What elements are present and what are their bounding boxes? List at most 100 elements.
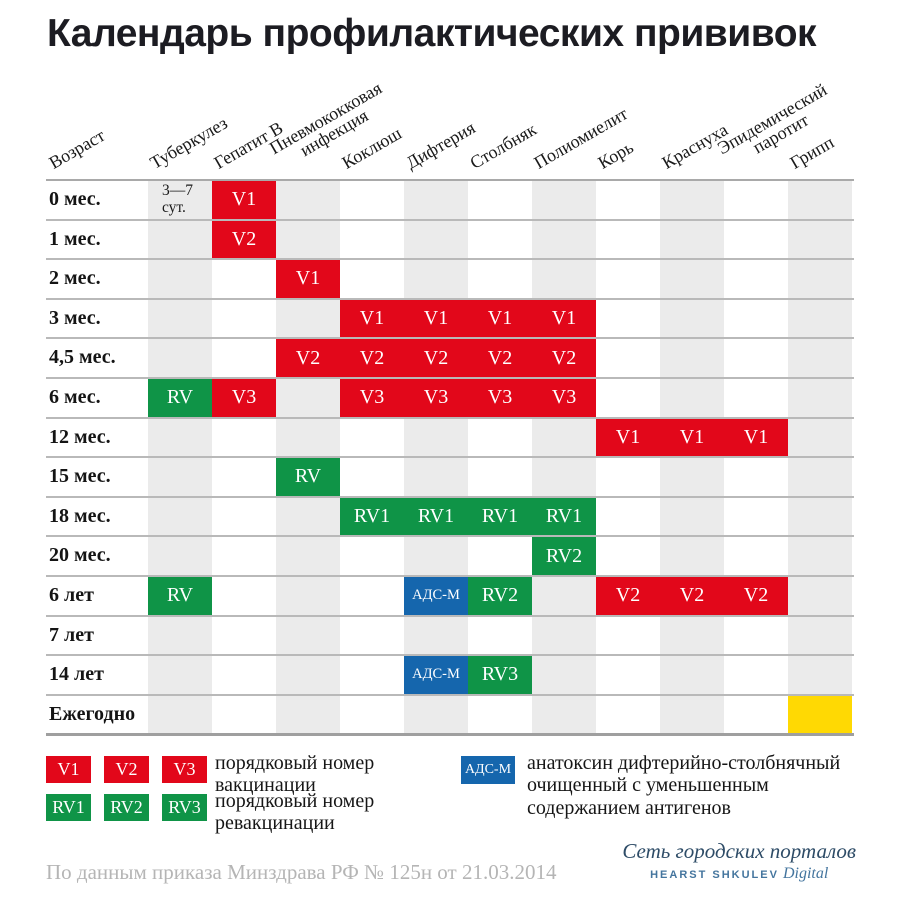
empty-cell <box>340 656 404 694</box>
legend-revaccination-text: порядковый номер ревакцинации <box>215 790 375 835</box>
vaccine-cell: RV3 <box>468 656 532 694</box>
vaccine-cell: V2 <box>340 339 404 377</box>
age-label: 1 мес. <box>46 220 148 259</box>
vaccine-cell: RV <box>276 458 340 496</box>
vaccine-cell: V2 <box>596 576 660 615</box>
legend-adsm-chip: АДС-М <box>461 756 515 784</box>
empty-cell <box>660 378 724 417</box>
table-row: 7 лет <box>46 616 854 657</box>
empty-cell <box>660 260 724 298</box>
table-row: 1 мес. V2 <box>46 220 854 261</box>
empty-cell <box>660 339 724 377</box>
table-row: 14 лет АДС-М RV3 <box>46 656 854 696</box>
vaccine-cell: V2 <box>660 576 724 615</box>
empty-cell <box>660 537 724 575</box>
age-label: 3 мес. <box>46 299 148 338</box>
vaccine-cell: V3 <box>340 378 404 417</box>
vaccine-cell: АДС-М <box>404 656 468 694</box>
legend-chip: RV3 <box>162 794 207 821</box>
empty-cell <box>724 300 788 338</box>
empty-cell <box>212 458 276 496</box>
age-label: 6 мес. <box>46 378 148 417</box>
empty-cell <box>404 418 468 457</box>
vaccine-cell: V1 <box>660 418 724 457</box>
empty-cell <box>148 260 212 298</box>
empty-cell <box>404 537 468 575</box>
empty-cell <box>660 181 724 219</box>
vaccine-cell: RV1 <box>340 497 404 536</box>
empty-cell <box>660 220 724 259</box>
empty-cell <box>276 537 340 575</box>
empty-cell <box>148 220 212 259</box>
age-label: 6 лет <box>46 576 148 615</box>
vaccine-cell <box>788 695 852 734</box>
vaccine-cell: RV1 <box>404 497 468 536</box>
vaccine-cell: V2 <box>468 339 532 377</box>
empty-cell <box>596 458 660 496</box>
empty-cell <box>724 696 788 734</box>
logo-brand-suffix: Digital <box>782 865 829 882</box>
empty-cell <box>276 220 340 259</box>
empty-cell <box>532 695 596 734</box>
age-label: 7 лет <box>46 616 148 655</box>
empty-cell <box>724 260 788 298</box>
empty-cell <box>532 656 596 694</box>
empty-cell <box>532 260 596 298</box>
empty-cell <box>788 339 852 377</box>
empty-cell <box>788 181 852 219</box>
age-column-header: Возраст <box>45 124 109 173</box>
empty-cell <box>532 220 596 259</box>
empty-cell <box>148 616 212 655</box>
empty-cell <box>788 220 852 259</box>
empty-cell <box>276 299 340 338</box>
empty-cell <box>404 260 468 298</box>
empty-cell <box>724 617 788 655</box>
empty-cell <box>404 181 468 219</box>
empty-cell <box>276 497 340 536</box>
age-label: 15 мес. <box>46 458 148 496</box>
table-row: 20 мес. RV2 <box>46 537 854 577</box>
empty-cell <box>724 458 788 496</box>
column-header: Корь <box>594 136 637 173</box>
vaccine-cell: V2 <box>724 576 788 615</box>
empty-cell <box>660 616 724 655</box>
vaccine-cell: V1 <box>340 299 404 338</box>
table-row: 6 лет RV АДС-М RV2 V2 V2 V2 <box>46 576 854 617</box>
empty-cell <box>660 695 724 734</box>
empty-cell <box>596 300 660 338</box>
vaccine-cell: RV1 <box>532 497 596 536</box>
empty-cell <box>596 498 660 536</box>
age-label: 0 мес. <box>46 181 148 219</box>
empty-cell <box>788 260 852 298</box>
vaccine-cell: V1 <box>212 181 276 219</box>
empty-cell <box>788 537 852 575</box>
empty-cell <box>340 260 404 298</box>
empty-cell <box>532 418 596 457</box>
empty-cell <box>340 458 404 496</box>
empty-cell <box>532 616 596 655</box>
empty-cell <box>596 696 660 734</box>
table-row: 0 мес. 3—7 сут. V1 <box>46 181 854 221</box>
empty-cell <box>724 339 788 377</box>
vaccine-cell: RV2 <box>532 537 596 575</box>
empty-cell <box>596 339 660 377</box>
vaccination-table: 0 мес. 3—7 сут. V1 1 мес. V2 2 мес. V1 3 мес. V1… <box>46 179 854 737</box>
table-row: 3 мес. V1 V1 V1 V1 <box>46 299 854 340</box>
logo-brand-line: HEARST SHKULEV Digital <box>622 865 856 883</box>
empty-cell <box>788 378 852 417</box>
legend-chip: RV2 <box>104 794 149 821</box>
table-row: 6 мес. RV V3 V3 V3 V3 V3 <box>46 378 854 419</box>
empty-cell <box>596 537 660 575</box>
empty-cell <box>724 498 788 536</box>
empty-cell <box>340 221 404 259</box>
column-header: Дифтерия <box>402 117 479 173</box>
empty-cell <box>276 695 340 734</box>
table-row: 15 мес. RV <box>46 458 854 498</box>
empty-cell <box>212 260 276 298</box>
empty-cell <box>468 617 532 655</box>
empty-cell <box>212 537 276 575</box>
vaccine-cell: V2 <box>276 339 340 377</box>
empty-cell <box>148 656 212 694</box>
empty-cell <box>340 181 404 219</box>
empty-cell <box>212 617 276 655</box>
